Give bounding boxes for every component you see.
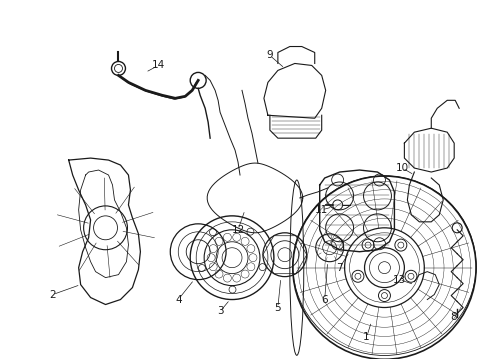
Text: 5: 5 <box>274 302 281 312</box>
Text: 12: 12 <box>231 225 244 235</box>
Text: 9: 9 <box>266 50 273 60</box>
Text: 13: 13 <box>392 275 405 285</box>
Text: 1: 1 <box>363 332 369 342</box>
Text: 2: 2 <box>49 289 56 300</box>
Text: 7: 7 <box>336 263 342 273</box>
Text: 3: 3 <box>216 306 223 316</box>
Text: 11: 11 <box>314 205 327 215</box>
Text: 8: 8 <box>449 312 456 323</box>
Text: 4: 4 <box>175 294 181 305</box>
Text: 10: 10 <box>395 163 408 173</box>
Text: 6: 6 <box>321 294 327 305</box>
Text: 14: 14 <box>151 60 164 71</box>
